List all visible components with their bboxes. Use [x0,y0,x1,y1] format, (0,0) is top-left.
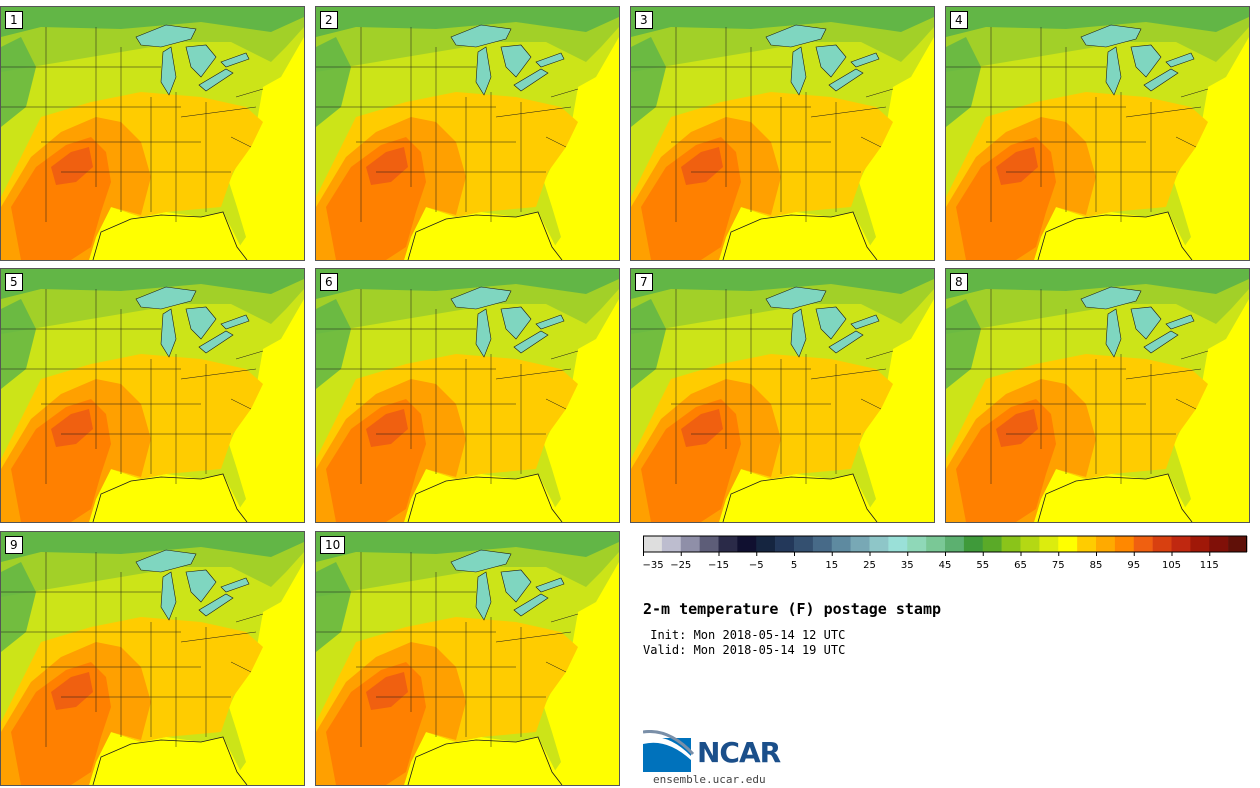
colorbar-swatch [907,536,927,552]
temperature-map [946,269,1249,522]
temperature-map [1,269,304,522]
panel-member-5: 5 [0,268,305,523]
colorbar-swatch [1133,536,1153,552]
temperature-map [316,7,619,260]
colorbar-swatch [718,536,738,552]
temperature-map [1,532,304,785]
colorbar-swatch [1039,536,1059,552]
colorbar-swatch [1077,536,1097,552]
panel-number-label: 4 [950,11,968,29]
logo-url: ensemble.ucar.edu [653,773,766,786]
colorbar-swatch [1114,536,1135,552]
colorbar-tick-label: 5 [791,560,797,571]
ncar-logo-icon [643,730,695,772]
colorbar-swatch [680,536,700,552]
colorbar-swatch [643,536,663,552]
temperature-colorbar: −35 −25 −15 −5 5 15 25 35 45 55 65 75 85 95 105 115 [643,535,1248,571]
colorbar-swatch [794,536,814,552]
colorbar-tick-label: −5 [749,560,764,571]
colorbar-tick-label: 35 [901,560,914,571]
panel-member-4: 4 [945,6,1250,261]
colorbar-swatch [926,536,946,552]
colorbar-swatch [756,536,776,552]
temperature-map [1,7,304,260]
colorbar-tick-label: 65 [1014,560,1027,571]
colorbar-tick-label: 25 [863,560,876,571]
colorbar-swatch [699,536,719,552]
temperature-map [316,532,619,785]
colorbar-swatch [775,536,795,552]
colorbar-tick-label: −15 [708,560,729,571]
colorbar-swatch [831,536,851,552]
colorbar-swatch [812,536,833,552]
panel-number-label: 8 [950,273,968,291]
panel-member-7: 7 [630,268,935,523]
colorbar-swatch [869,536,889,552]
temperature-map [631,269,934,522]
colorbar-swatch [1228,536,1248,552]
colorbar-tick-label: 105 [1162,560,1181,571]
colorbar-swatch [1020,536,1040,552]
colorbar-swatch [945,536,965,552]
panel-member-1: 1 [0,6,305,261]
colorbar-swatch [1058,536,1078,552]
init-time: Init: Mon 2018-05-14 12 UTC [643,628,846,642]
panel-member-10: 10 [315,531,620,786]
panel-number-label: 3 [635,11,653,29]
panel-number-label: 1 [5,11,23,29]
chart-title: 2-m temperature (F) postage stamp [643,600,942,618]
colorbar-swatch [661,536,682,552]
panel-number-label: 5 [5,273,23,291]
panel-member-6: 6 [315,268,620,523]
temperature-map [946,7,1249,260]
colorbar-tick-label: 115 [1200,560,1219,571]
temperature-map [631,7,934,260]
ncar-logo: NCAR ensemble.ucar.edu [643,730,803,788]
colorbar-tick-label: 55 [976,560,989,571]
colorbar-swatch [737,536,757,552]
panel-number-label: 10 [320,536,346,554]
colorbar-tick-label: 15 [825,560,838,571]
colorbar-tick-label: 95 [1127,560,1140,571]
colorbar-swatch [963,536,984,552]
colorbar-tick-label: −25 [670,560,691,571]
panel-number-label: 2 [320,11,338,29]
panel-number-label: 7 [635,273,653,291]
colorbar-swatch [850,536,870,552]
colorbar-swatch [1096,536,1116,552]
colorbar-swatch [1171,536,1191,552]
logo-name: NCAR [697,736,781,769]
temperature-map [316,269,619,522]
colorbar-swatch [888,536,908,552]
colorbar-swatch [1152,536,1172,552]
colorbar-swatch [982,536,1002,552]
colorbar-tick-label: 75 [1052,560,1065,571]
panel-member-2: 2 [315,6,620,261]
panel-number-label: 6 [320,273,338,291]
panel-member-3: 3 [630,6,935,261]
colorbar-tick-label: 85 [1090,560,1103,571]
panel-number-label: 9 [5,536,23,554]
panel-member-9: 9 [0,531,305,786]
panel-member-8: 8 [945,268,1250,523]
colorbar-swatch [1001,536,1021,552]
colorbar-tick-label: −35 [643,560,664,571]
colorbar-tick-label: 45 [939,560,952,571]
colorbar-swatch [1190,536,1210,552]
colorbar-swatch [1209,536,1229,552]
valid-time: Valid: Mon 2018-05-14 19 UTC [643,643,846,657]
